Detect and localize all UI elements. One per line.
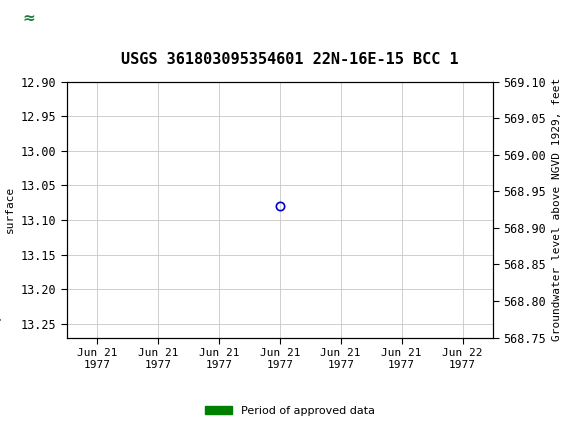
Y-axis label: Depth to water level, feet below land
surface: Depth to water level, feet below land su…	[0, 85, 15, 335]
Bar	[3, 2, 55, 35]
Y-axis label: Groundwater level above NGVD 1929, feet: Groundwater level above NGVD 1929, feet	[552, 78, 561, 341]
Legend: Period of approved data: Period of approved data	[200, 401, 380, 420]
Text: USGS 361803095354601 22N-16E-15 BCC 1: USGS 361803095354601 22N-16E-15 BCC 1	[121, 52, 459, 67]
Text: ≈: ≈	[23, 11, 35, 26]
Text: USGS: USGS	[70, 9, 125, 27]
